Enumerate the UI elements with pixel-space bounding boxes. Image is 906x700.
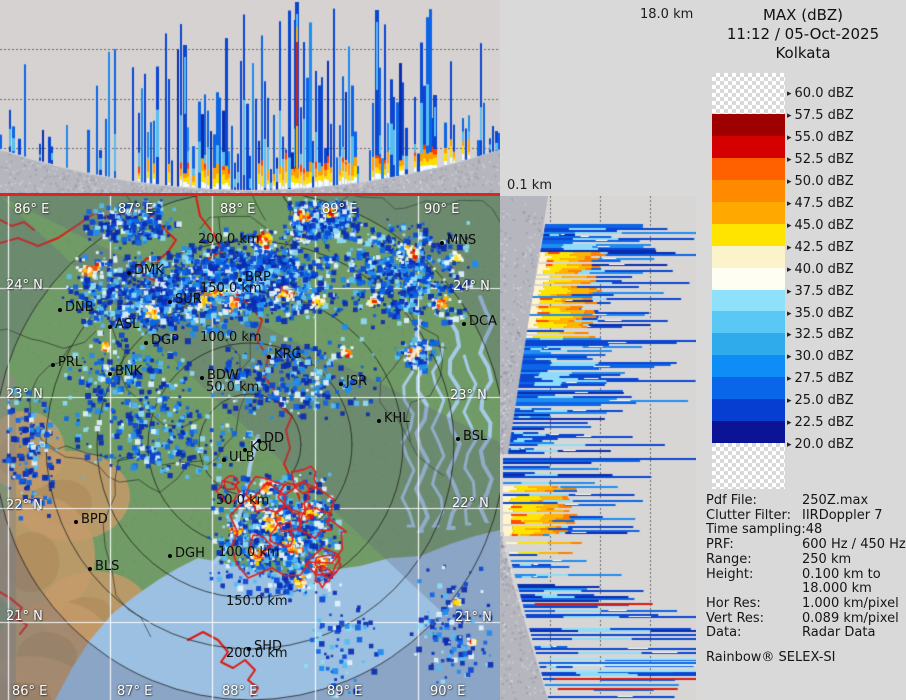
legend-tick-arrow-icon: ▸ [787,242,792,253]
legend-label-475: ▸ 47.5 dBZ [787,195,854,211]
legend-band-8 [712,289,785,312]
legend-tick-arrow-icon: ▸ [787,396,792,407]
legend-label-375: ▸ 37.5 dBZ [787,283,854,299]
legend-label-350: ▸ 35.0 dBZ [787,305,854,321]
legend-band-0 [712,114,785,136]
legend-label-300: ▸ 30.0 dBZ [787,349,854,365]
legend-label-225: ▸ 22.5 dBZ [787,415,854,431]
legend-label-450: ▸ 45.0 dBZ [787,217,854,233]
metadata-value: 0.100 km to [802,566,881,582]
legend-tick-arrow-icon: ▸ [787,286,792,297]
side-projection-canvas [500,196,696,700]
legend-tick-arrow-icon: ▸ [787,89,792,99]
side-projection-panel [500,196,696,700]
legend-label-325: ▸ 32.5 dBZ [787,327,854,343]
metadata-label: Hor Res: [706,595,761,611]
top-projection-panel [0,0,500,196]
metadata-value: IIRDoppler 7 [802,507,883,523]
metadata-row-1: Clutter Filter: IIRDoppler 7 [706,507,904,524]
legend-band-5 [712,223,785,246]
legend-label-500: ▸ 50.0 dBZ [787,173,854,189]
product-title: MAX (dBZ) [762,6,844,24]
legend-tick-arrow-icon: ▸ [787,308,792,319]
metadata-value: 0.089 km/pixel [802,610,899,626]
legend-tick-arrow-icon: ▸ [787,132,792,143]
legend-tick-arrow-icon: ▸ [787,374,792,385]
metadata-value: 1.000 km/pixel [802,595,899,611]
metadata-label: Time sampling: [706,522,806,538]
legend-label-250: ▸ 25.0 dBZ [787,393,854,409]
legend-tick-arrow-icon: ▸ [787,110,792,121]
legend-band-overflow-low [712,443,785,490]
legend-band-7 [712,267,785,290]
legend-tick-arrow-icon: ▸ [787,352,792,363]
metadata-row-8: Vert Res: 0.089 km/pixel [706,610,904,627]
metadata-value: 600 Hz / 450 Hz [802,537,906,553]
metadata-value: 250Z.max [802,493,869,508]
metadata-label: PRF: [706,537,734,553]
radar-map-canvas [0,196,500,700]
legend-label-525: ▸ 52.5 dBZ [787,151,854,167]
legend-label-425: ▸ 42.5 dBZ [787,239,854,255]
software-brand-label: Rainbow® SELEX-SI [706,650,836,666]
station-name: Kolkata [775,44,831,62]
legend-band-10 [712,333,785,356]
metadata-row-4: Range: 250 km [706,551,904,568]
legend-label-400: ▸ 40.0 dBZ [787,261,854,277]
side-height-axis-label: 0.1 km [507,178,552,193]
metadata-value: Radar Data [802,625,876,641]
legend-band-14 [712,421,785,444]
legend-tick-arrow-icon: ▸ [787,198,792,209]
legend-tick-arrow-icon: ▸ [787,264,792,275]
legend-band-4 [712,201,785,224]
metadata-label: Pdf File: [706,493,757,508]
legend-tick-arrow-icon: ▸ [787,440,792,451]
legend-tick-arrow-icon: ▸ [787,418,792,429]
legend-label-575: ▸ 57.5 dBZ [787,107,854,123]
legend-band-11 [712,355,785,378]
metadata-label: Data: [706,625,742,641]
legend-color-bar [712,73,785,490]
product-header: MAX (dBZ) 11:12 / 05-Oct-2025 Kolkata [700,6,906,63]
metadata-label: Range: [706,551,752,567]
legend-band-2 [712,157,785,180]
legend-tick-arrow-icon: ▸ [787,220,792,231]
metadata-label: Height: [706,566,754,582]
metadata-value: 250 km [802,551,852,567]
product-metadata: Pdf File: 250Z.max Clutter Filter: IIRDoppl… [706,493,906,666]
metadata-row-7: Hor Res: 1.000 km/pixel [706,595,904,612]
legend-band-overflow-high [712,73,785,114]
map-top-border-line [0,193,500,196]
metadata-value: 18.000 km [802,581,872,597]
metadata-row-3: PRF: 600 Hz / 450 Hz [706,537,906,553]
legend-label-275: ▸ 27.5 dBZ [787,371,854,387]
legend-label-200: ▸ 20.0 dBZ [787,437,854,453]
metadata-label: Vert Res: [706,610,765,626]
legend-band-6 [712,245,785,268]
legend-band-13 [712,399,785,422]
legend-tick-arrow-icon: ▸ [787,330,792,341]
legend-label-600: ▸ 60.0 dBZ [787,86,854,101]
radar-map-panel [0,196,500,700]
metadata-row-6: 18.000 km [706,582,904,597]
top-height-axis-label: 18.0 km [640,7,694,22]
metadata-row-2: Time sampling: 48 [706,523,904,538]
legend-tick-arrow-icon: ▸ [787,176,792,187]
legend-label-550: ▸ 55.0 dBZ [787,129,854,145]
product-timestamp: 11:12 / 05-Oct-2025 [726,25,880,43]
metadata-row-0: Pdf File: 250Z.max [706,493,904,509]
legend-band-12 [712,377,785,400]
metadata-label [706,582,802,597]
metadata-row-5: Height: 0.100 km to [706,566,904,583]
legend-band-1 [712,135,785,158]
metadata-label: Clutter Filter: [706,507,791,523]
metadata-value: 48 [805,522,823,538]
legend-band-9 [712,311,785,334]
metadata-row-9: Data: Radar Data [706,626,904,641]
top-projection-canvas [0,0,500,196]
legend-tick-arrow-icon: ▸ [787,154,792,165]
legend-band-3 [712,179,785,202]
